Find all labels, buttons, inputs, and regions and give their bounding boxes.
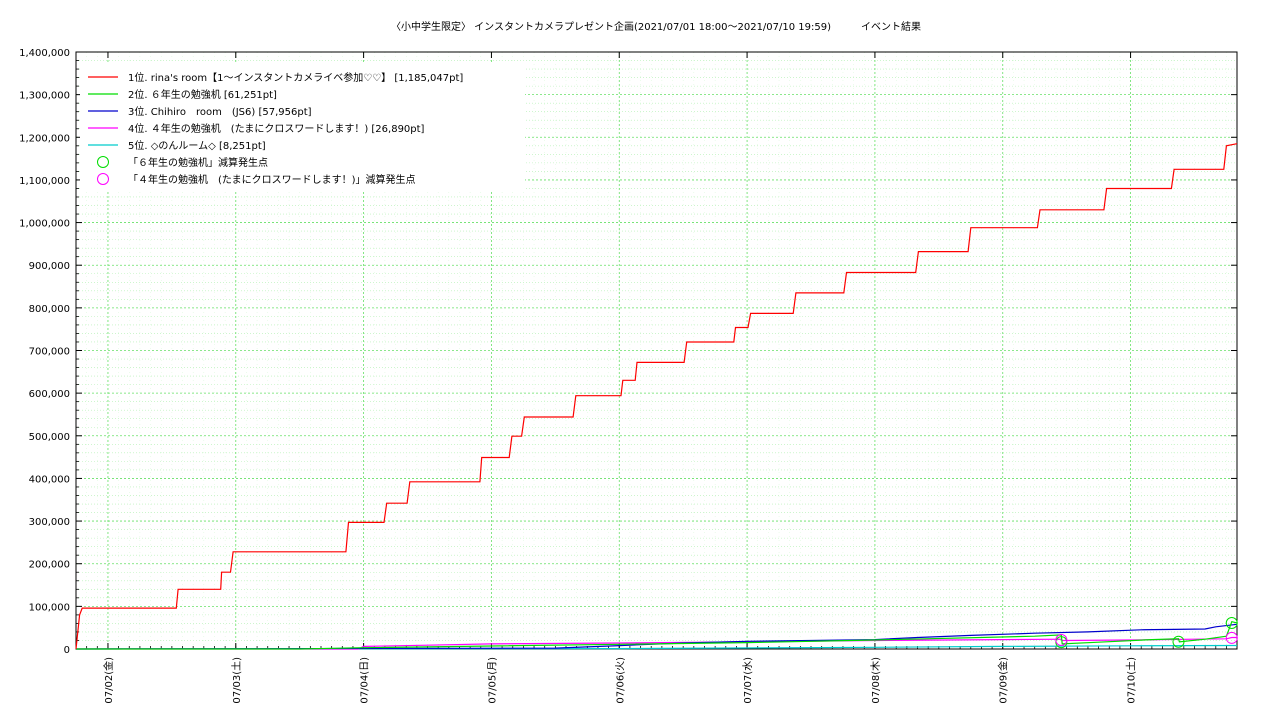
y-tick-label: 500,000 (29, 432, 70, 443)
legend-marker (97, 156, 109, 168)
x-tick-label: 07/07(水) (742, 657, 754, 704)
y-tick-label: 600,000 (29, 389, 70, 400)
legend-label: 1位. rina's room【1〜インスタントカメライベ参加♡♡】 [1,18… (128, 71, 463, 84)
event-marker (1225, 631, 1238, 644)
y-axis: 0 100,000 200,000 300,000 400,000 500,000 600,… (19, 48, 1237, 656)
legend-label: 2位. ６年生の勉強机 [61,251pt] (128, 88, 277, 101)
legend-marker (97, 173, 109, 185)
event-markers (1055, 616, 1238, 649)
legend-label: 「６年生の勉強机」減算発生点 (128, 156, 268, 169)
y-tick-label: 1,300,000 (19, 91, 70, 102)
x-tick-label: 07/09(金) (997, 657, 1010, 704)
legend: 1位. rina's room【1〜インスタントカメライベ参加♡♡】 [1,18… (80, 62, 525, 192)
y-tick-label: 400,000 (29, 474, 70, 485)
series-line (76, 620, 1238, 650)
legend-label: 5位. ◇のんルーム◇ [8,251pt] (128, 139, 266, 152)
y-tick-label: 800,000 (29, 304, 70, 315)
y-tick-label: 1,100,000 (19, 176, 70, 187)
x-tick-label: 07/05(月) (486, 657, 498, 704)
x-tick-label: 07/10(土) (1125, 657, 1138, 704)
x-tick-label: 07/03(土) (230, 657, 243, 704)
y-tick-label: 0 (64, 645, 70, 656)
y-tick-label: 200,000 (29, 560, 70, 571)
x-tick-label: 07/02(金) (102, 657, 115, 704)
legend-label: 「４年生の勉強机 (たまにクロスワードします！)」減算発生点 (128, 173, 416, 186)
series-line (75, 623, 1238, 650)
series-group (75, 143, 1238, 650)
chart-title: 〈小中学生限定〉 インスタントカメラプレゼント企画(2021/07/01 18:… (391, 20, 921, 33)
x-tick-label: 07/06(火) (614, 657, 626, 704)
y-tick-label: 700,000 (29, 347, 70, 358)
legend-label: 4位. ４年生の勉強机 (たまにクロスワードします！) [26,890pt] (128, 122, 425, 135)
y-tick-label: 300,000 (29, 517, 70, 528)
series-line (75, 143, 1238, 650)
y-tick-label: 1,400,000 (19, 48, 70, 59)
event-marker (1225, 616, 1238, 629)
event-marker (1055, 634, 1068, 647)
legend-background (80, 62, 525, 192)
y-tick-label: 1,000,000 (19, 219, 70, 230)
y-tick-label: 1,200,000 (19, 133, 70, 144)
x-tick-label: 07/08(木) (870, 657, 882, 704)
event-marker (1172, 635, 1185, 648)
x-axis: 07/02(金) 07/03(土) 07/04(日) 07/05(月) 07/06(火)… (75, 52, 1227, 704)
grid (75, 52, 1237, 649)
legend-label: 3位. Chihiro room (JS6) [57,956pt] (128, 105, 312, 118)
x-tick-label: 07/04(日) (360, 657, 371, 704)
y-tick-label: 900,000 (29, 261, 70, 272)
y-tick-label: 100,000 (29, 602, 70, 613)
